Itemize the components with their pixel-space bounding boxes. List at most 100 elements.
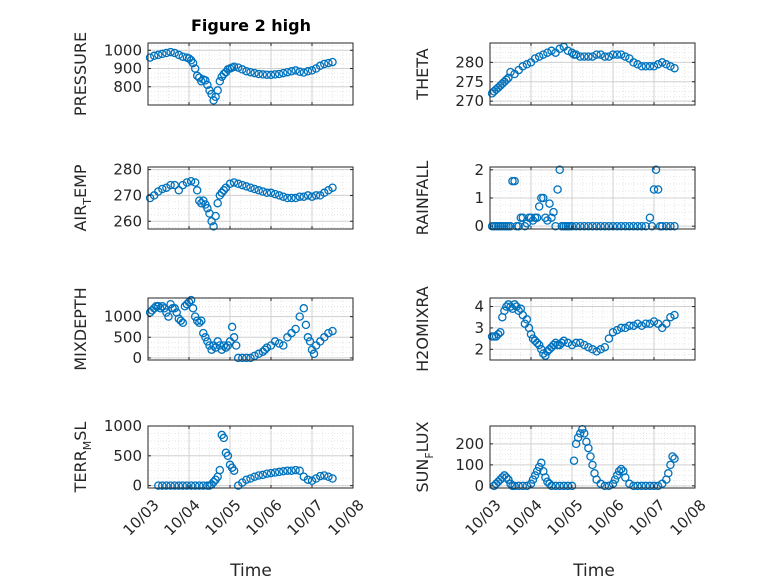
y-tick-label: 1000 bbox=[104, 41, 142, 59]
data-point bbox=[662, 60, 671, 69]
data-series bbox=[154, 430, 337, 490]
subplot-air-temp: 260 270 280 AIRTEMP bbox=[71, 161, 354, 232]
data-point bbox=[164, 312, 173, 321]
data-point bbox=[592, 221, 601, 231]
data-point bbox=[510, 300, 519, 309]
data-point bbox=[596, 50, 605, 59]
data-point bbox=[584, 52, 593, 61]
data-point bbox=[186, 295, 196, 305]
data-point bbox=[242, 475, 251, 484]
data-point bbox=[633, 221, 642, 231]
data-point bbox=[291, 66, 300, 75]
data-point bbox=[563, 338, 573, 348]
data-point bbox=[190, 312, 200, 321]
data-point bbox=[504, 73, 513, 83]
data-point bbox=[551, 481, 560, 491]
y-tick-label: 270 bbox=[113, 186, 142, 204]
data-series bbox=[487, 300, 679, 360]
data-point bbox=[209, 222, 218, 231]
data-point bbox=[162, 183, 171, 192]
y-tick-label: 2 bbox=[474, 340, 484, 358]
data-point bbox=[315, 471, 325, 481]
data-point bbox=[207, 345, 216, 354]
data-point bbox=[670, 63, 679, 73]
data-point bbox=[262, 343, 272, 352]
data-point bbox=[621, 52, 630, 61]
data-point bbox=[197, 77, 206, 86]
data-point bbox=[162, 308, 171, 317]
data-point bbox=[213, 198, 222, 208]
data-point bbox=[223, 451, 233, 461]
data-point bbox=[649, 317, 659, 326]
y-tick-label: 3 bbox=[474, 319, 484, 337]
data-point bbox=[608, 50, 618, 59]
data-point bbox=[541, 351, 550, 360]
data-point bbox=[571, 338, 581, 348]
data-point bbox=[567, 221, 577, 231]
y-axis-label: SUNFLUX bbox=[413, 421, 436, 492]
data-point bbox=[190, 178, 200, 187]
data-point bbox=[653, 60, 663, 69]
data-point bbox=[614, 466, 624, 476]
data-point bbox=[217, 345, 227, 354]
data-point bbox=[575, 429, 585, 438]
data-point bbox=[504, 475, 513, 484]
data-point bbox=[283, 193, 292, 203]
data-point bbox=[301, 320, 311, 330]
data-point bbox=[279, 68, 288, 78]
data-point bbox=[506, 67, 515, 77]
data-point bbox=[534, 340, 544, 350]
data-point bbox=[608, 327, 618, 337]
data-point bbox=[287, 466, 296, 475]
data-point bbox=[166, 180, 175, 190]
y-tick-label: 800 bbox=[113, 78, 142, 96]
axes-box bbox=[489, 297, 696, 361]
subplot-h2omixra: 2 3 4 H2OMIXRA bbox=[413, 286, 696, 372]
data-point bbox=[199, 328, 208, 338]
data-point bbox=[534, 52, 544, 61]
data-point bbox=[217, 188, 227, 198]
data-point bbox=[500, 306, 509, 316]
data-point bbox=[580, 221, 589, 231]
axes-box bbox=[147, 42, 354, 106]
y-axis-label: AIRTEMP bbox=[71, 164, 94, 231]
data-point bbox=[557, 338, 567, 348]
data-point bbox=[629, 221, 638, 231]
data-point bbox=[547, 481, 556, 491]
axes-box bbox=[489, 42, 696, 106]
data-point bbox=[547, 213, 556, 222]
x-tick-label: 10/08 bbox=[324, 496, 367, 539]
data-point bbox=[238, 353, 247, 363]
data-point bbox=[616, 464, 626, 474]
subplot-mixdepth: 0 500 1000 MIXDEPTH bbox=[71, 287, 354, 371]
data-point bbox=[629, 58, 638, 67]
data-point bbox=[320, 471, 329, 480]
data-point bbox=[596, 221, 605, 231]
data-point bbox=[553, 185, 562, 194]
data-point bbox=[195, 481, 204, 490]
data-point bbox=[575, 52, 585, 61]
y-tick-label: 900 bbox=[113, 60, 142, 78]
data-point bbox=[543, 48, 552, 57]
data-point bbox=[649, 481, 659, 491]
x-tick-label: 10/03 bbox=[461, 496, 504, 539]
data-point bbox=[178, 318, 188, 328]
data-point bbox=[174, 186, 184, 195]
data-point bbox=[195, 196, 204, 205]
y-tick-label: 100 bbox=[455, 456, 484, 474]
data-point bbox=[506, 221, 515, 231]
data-point bbox=[637, 62, 646, 71]
data-point bbox=[309, 349, 319, 359]
data-point bbox=[154, 50, 163, 60]
data-point bbox=[563, 46, 573, 56]
y-axis-label: MIXDEPTH bbox=[71, 287, 90, 370]
data-point bbox=[283, 67, 292, 77]
y-tick-label: 500 bbox=[113, 447, 142, 465]
y-tick-label: 1000 bbox=[104, 417, 142, 435]
data-point bbox=[154, 481, 163, 490]
data-point bbox=[149, 51, 159, 61]
data-point bbox=[178, 481, 188, 490]
data-point bbox=[514, 221, 523, 231]
x-axis-label-left: Time bbox=[229, 561, 272, 581]
